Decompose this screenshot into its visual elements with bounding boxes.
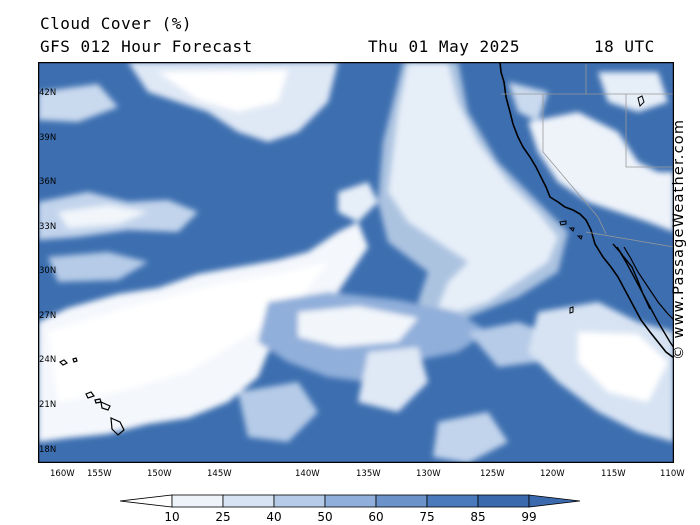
- lat-label: 36N: [39, 177, 56, 187]
- cloud-field: [38, 62, 674, 463]
- lon-label: 120W: [540, 469, 565, 479]
- lon-label: 110W: [660, 469, 685, 479]
- guadalupe-island: [569, 306, 574, 314]
- forecast-subtitle: GFS 012 Hour Forecast: [40, 37, 253, 56]
- legend-label: 75: [419, 510, 434, 524]
- lat-label: 33N: [39, 222, 56, 232]
- longitude-axis: 160W 155W 150W 145W 140W 135W 130W 125W …: [50, 469, 685, 479]
- map-title: Cloud Cover (%): [40, 14, 192, 33]
- lon-label: 145W: [207, 469, 232, 479]
- watermark: © www.PassageWeather.com: [671, 118, 687, 360]
- west-coast-outline: [499, 62, 674, 359]
- state-borders: [501, 64, 674, 248]
- lon-label: 130W: [416, 469, 441, 479]
- gulf-of-california-outline: [623, 246, 674, 321]
- lon-label: 155W: [87, 469, 112, 479]
- legend-swatch: [324, 494, 377, 508]
- lat-label: 42N: [39, 88, 56, 98]
- lat-label: 39N: [39, 133, 56, 143]
- legend-swatch: [273, 494, 326, 508]
- lon-label: 125W: [480, 469, 505, 479]
- lon-label: 150W: [147, 469, 172, 479]
- lon-label: 160W: [50, 469, 75, 479]
- forecast-date: Thu 01 May 2025: [368, 37, 520, 56]
- legend-label: 85: [470, 510, 485, 524]
- lon-label: 135W: [356, 469, 381, 479]
- map-frame: [38, 62, 674, 463]
- legend-bars: [119, 494, 581, 508]
- latitude-labels: 42N 39N 36N 33N 30N 27N 24N 21N 18N: [39, 88, 56, 455]
- legend-labels: 10 25 40 50 60 75 85 99: [164, 510, 536, 524]
- legend-min-arrow: [119, 494, 173, 508]
- legend-label: 40: [266, 510, 281, 524]
- legend-swatch: [477, 494, 530, 508]
- lat-label: 18N: [39, 445, 56, 455]
- cloud-cover-map: 42N 39N 36N 33N 30N 27N 24N 21N 18N: [38, 62, 674, 463]
- legend-label: 25: [215, 510, 230, 524]
- lat-label: 24N: [39, 355, 56, 365]
- lat-label: 30N: [39, 266, 56, 276]
- lat-label: 27N: [39, 311, 56, 321]
- forecast-time: 18 UTC: [594, 37, 655, 56]
- hawaii-islands: [58, 357, 125, 436]
- lon-label: 115W: [601, 469, 626, 479]
- baja-california-outline: [612, 243, 674, 349]
- legend-swatch: [171, 494, 224, 508]
- legend-label: 10: [164, 510, 179, 524]
- legend-max-arrow: [528, 494, 581, 508]
- legend-label: 50: [317, 510, 332, 524]
- great-salt-lake: [637, 95, 645, 107]
- legend-label: 60: [368, 510, 383, 524]
- lat-label: 21N: [39, 400, 56, 410]
- lon-label: 140W: [295, 469, 320, 479]
- color-legend: 10 25 40 50 60 75 85 99: [119, 494, 581, 524]
- legend-swatch: [222, 494, 275, 508]
- legend-label: 99: [521, 510, 536, 524]
- channel-islands: [559, 220, 583, 240]
- legend-swatch: [426, 494, 479, 508]
- legend-swatch: [375, 494, 428, 508]
